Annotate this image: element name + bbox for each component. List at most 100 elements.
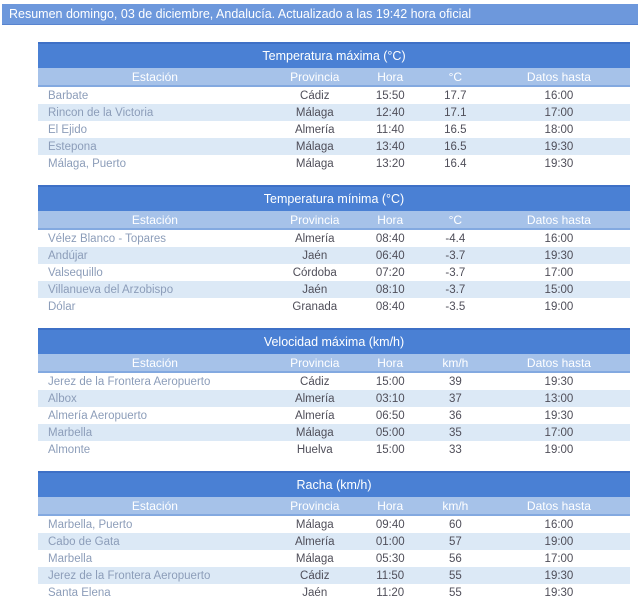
province-cell: Almería [294, 392, 335, 405]
data-until-cell: 19:30 [544, 375, 574, 388]
hour-column-header: Hora [357, 68, 423, 87]
hour-cell: 11:40 [376, 123, 405, 136]
table-title: Temperatura máxima (°C) [38, 42, 630, 68]
table-row: Villanueva del Arzobispo Jaén 08:10 -3.7 15:… [38, 281, 630, 298]
station-link[interactable]: Jerez de la Frontera Aeropuerto [48, 375, 211, 388]
hour-cell: 11:20 [376, 586, 405, 599]
data-until-cell: 19:00 [544, 300, 574, 313]
data-until-cell: 17:00 [544, 266, 574, 279]
hour-cell: 08:40 [375, 232, 405, 245]
table-row: Dólar Granada 08:40 -3.5 19:00 [38, 298, 630, 315]
table-row: Cabo de Gata Almería 01:00 57 19:00 [38, 533, 630, 550]
station-link[interactable]: Almería Aeropuerto [48, 409, 148, 422]
hour-cell: 13:40 [375, 140, 405, 153]
station-link[interactable]: Cabo de Gata [48, 535, 120, 548]
table-title: Temperatura mínima (°C) [38, 185, 630, 211]
value-cell: 33 [448, 443, 462, 456]
value-cell: -4.4 [445, 232, 466, 245]
value-column-header: km/h [422, 354, 488, 373]
station-column-header: Estación [38, 354, 272, 373]
data-until-cell: 19:30 [544, 140, 574, 153]
province-cell: Málaga [295, 518, 334, 531]
data-until-cell: 19:30 [544, 409, 574, 422]
province-column-header: Provincia [271, 497, 358, 516]
province-cell: Cádiz [300, 569, 330, 582]
data-until-cell: 18:00 [544, 123, 574, 136]
station-link[interactable]: Santa Elena [48, 586, 111, 599]
value-cell: 37 [448, 392, 462, 405]
table-row: Andújar Jaén 06:40 -3.7 19:30 [38, 247, 630, 264]
value-cell: -3.7 [445, 283, 466, 296]
station-link[interactable]: Almonte [48, 443, 91, 456]
province-cell: Almería [294, 409, 335, 422]
station-link[interactable]: Valsequillo [48, 266, 103, 279]
station-link[interactable]: Estepona [48, 140, 97, 153]
data-until-column-header: Datos hasta [487, 211, 630, 230]
weather-table: Racha (km/h) Estación Provincia Hora km/h Da… [38, 471, 630, 601]
hour-cell: 07:20 [375, 266, 405, 279]
data-table: Estación Provincia Hora km/h Datos hasta Jer… [38, 354, 630, 458]
hour-cell: 11:50 [376, 569, 405, 582]
station-link[interactable]: Marbella [48, 426, 93, 439]
station-link[interactable]: Barbate [48, 89, 89, 102]
tables-container: Temperatura máxima (°C) Estación Provinci… [38, 42, 630, 614]
table-row: Málaga, Puerto Málaga 13:20 16.4 19:30 [38, 155, 630, 172]
weather-table: Temperatura máxima (°C) Estación Provinci… [38, 42, 630, 172]
province-cell: Málaga [295, 426, 334, 439]
station-column-header: Estación [38, 211, 272, 230]
data-until-cell: 19:30 [544, 249, 574, 262]
hour-cell: 06:40 [375, 249, 405, 262]
station-link[interactable]: El Ejido [48, 123, 87, 136]
data-until-cell: 17:00 [544, 552, 574, 565]
station-link[interactable]: Rincon de la Victoria [48, 106, 154, 119]
value-cell: 36 [448, 409, 462, 422]
station-link[interactable]: Andújar [48, 249, 88, 262]
hour-column-header: Hora [357, 354, 423, 373]
province-cell: Málaga [295, 140, 334, 153]
province-cell: Almería [294, 232, 335, 245]
page-header: Resumen domingo, 03 de diciembre, Andalu… [2, 4, 638, 25]
value-cell: -3.7 [445, 266, 466, 279]
station-column-header: Estación [38, 68, 272, 87]
station-link[interactable]: Málaga, Puerto [48, 157, 126, 170]
hour-cell: 15:00 [375, 443, 405, 456]
station-link[interactable]: Vélez Blanco - Topares [48, 232, 167, 245]
data-until-cell: 17:00 [544, 426, 574, 439]
value-cell: 60 [448, 518, 462, 531]
table-row: Valsequillo Córdoba 07:20 -3.7 17:00 [38, 264, 630, 281]
station-link[interactable]: Dólar [48, 300, 76, 313]
hour-cell: 08:40 [375, 300, 405, 313]
data-until-cell: 13:00 [544, 392, 574, 405]
province-cell: Córdoba [292, 266, 337, 279]
data-until-cell: 17:00 [544, 106, 574, 119]
hour-column-header: Hora [357, 211, 423, 230]
value-column-header: km/h [422, 497, 488, 516]
province-cell: Jaén [302, 283, 328, 296]
table-row: Rincon de la Victoria Málaga 12:40 17.1 17:0… [38, 104, 630, 121]
hour-cell: 12:40 [375, 106, 405, 119]
station-link[interactable]: Marbella, Puerto [48, 518, 133, 531]
data-until-cell: 16:00 [544, 89, 574, 102]
province-column-header: Provincia [271, 68, 358, 87]
value-cell: 56 [448, 552, 462, 565]
station-link[interactable]: Jerez de la Frontera Aeropuerto [48, 569, 211, 582]
data-table: Estación Provincia Hora km/h Datos hasta Mar… [38, 497, 630, 601]
value-cell: 16.5 [444, 123, 467, 136]
province-cell: Granada [292, 300, 338, 313]
data-until-column-header: Datos hasta [487, 354, 630, 373]
province-cell: Málaga [295, 106, 334, 119]
hour-cell: 05:30 [375, 552, 405, 565]
table-row: Almonte Huelva 15:00 33 19:00 [38, 441, 630, 458]
province-cell: Almería [294, 123, 335, 136]
table-row: Jerez de la Frontera Aeropuerto Cádiz 15:0… [38, 372, 630, 390]
hour-cell: 15:50 [375, 89, 405, 102]
table-row: Barbate Cádiz 15:50 17.7 16:00 [38, 86, 630, 104]
station-link[interactable]: Marbella [48, 552, 93, 565]
station-link[interactable]: Albox [48, 392, 77, 405]
data-until-cell: 19:30 [544, 157, 574, 170]
province-cell: Almería [294, 535, 335, 548]
table-header-row: Estación Provincia Hora km/h Datos hasta [38, 354, 630, 373]
data-until-cell: 16:00 [544, 518, 574, 531]
table-title: Racha (km/h) [38, 471, 630, 497]
station-link[interactable]: Villanueva del Arzobispo [48, 283, 174, 296]
